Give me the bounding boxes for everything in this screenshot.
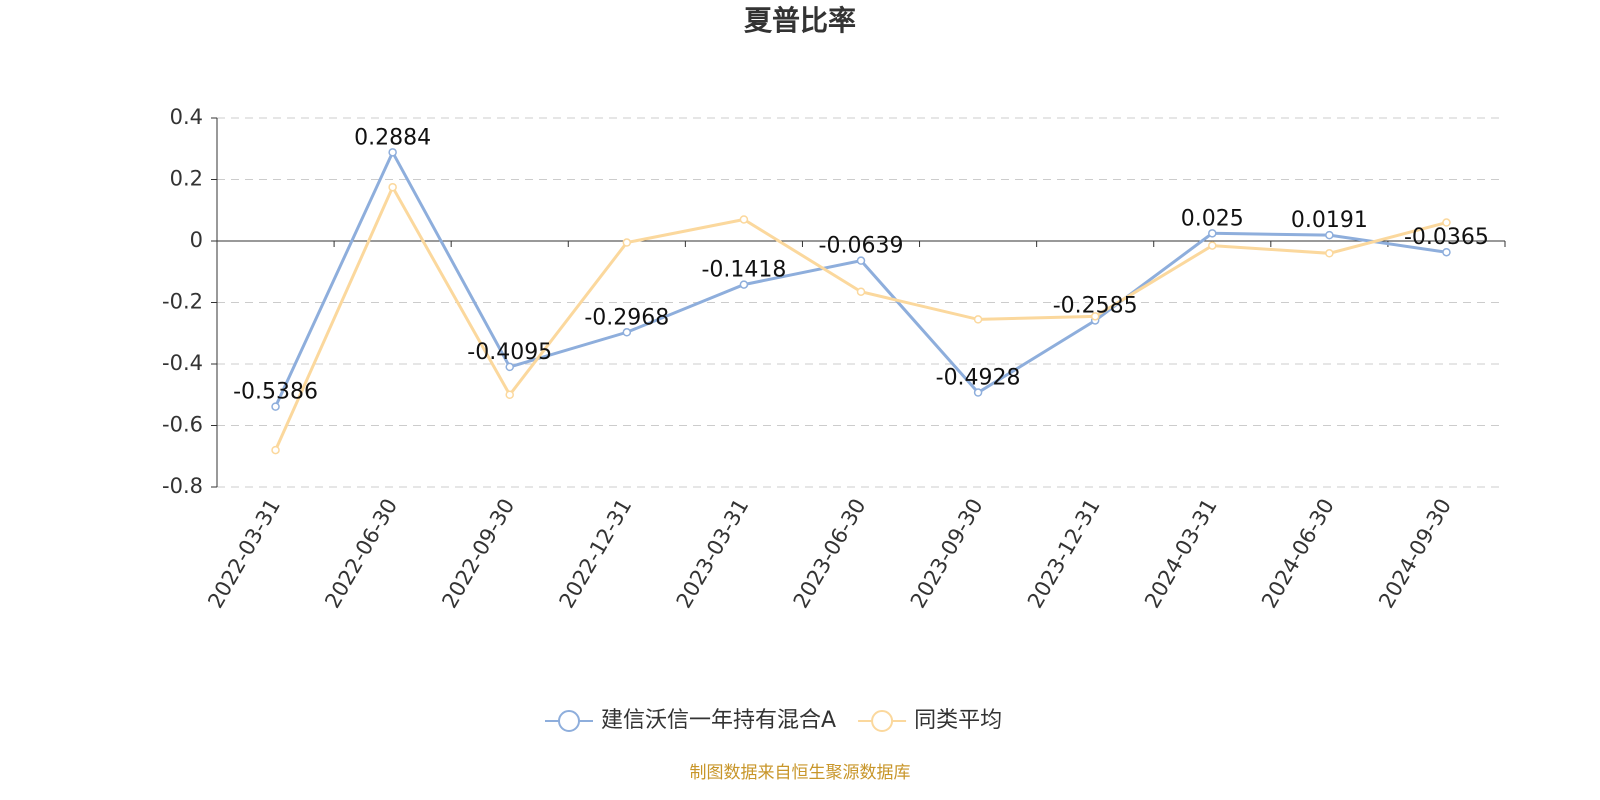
data-label: -0.4928 (936, 366, 1021, 391)
legend-label: 建信沃信一年持有混合A (601, 708, 836, 733)
y-tick-label: 0.2 (170, 167, 203, 191)
source-note: 制图数据来自恒生聚源数据库 (690, 763, 911, 783)
point (505, 390, 514, 399)
data-label: 0.2884 (354, 125, 431, 150)
y-tick-label: -0.2 (162, 290, 203, 314)
data-label: -0.4095 (467, 340, 552, 365)
y-tick-label: 0.4 (170, 105, 203, 129)
x-tick-label: 2023-06-30 (789, 495, 871, 613)
point (1208, 229, 1217, 238)
data-label: -0.0365 (1404, 225, 1489, 250)
series-line (274, 148, 1447, 408)
point (973, 315, 983, 324)
point (856, 256, 866, 265)
point (739, 280, 749, 289)
y-tick-label: -0.6 (162, 413, 203, 437)
data-label: -0.0639 (819, 234, 904, 259)
x-tick-label: 2024-03-31 (1140, 495, 1222, 613)
legend-marker (558, 710, 580, 732)
data-label: 0.0191 (1291, 208, 1368, 233)
x-tick-label: 2022-03-31 (203, 495, 285, 613)
point (271, 402, 280, 411)
y-tick-label: -0.8 (162, 474, 203, 498)
series-line (274, 183, 1447, 451)
chart-title: 夏普比率 (744, 4, 856, 37)
y-tick-label: -0.4 (162, 351, 203, 375)
point (622, 238, 632, 247)
point (622, 328, 632, 337)
data-label: -0.2968 (584, 305, 669, 330)
point (1325, 230, 1334, 240)
x-tick-label: 2023-12-31 (1023, 495, 1105, 613)
data-label: -0.2585 (1053, 293, 1138, 318)
data-label: 0.025 (1181, 206, 1244, 231)
x-tick-label: 2022-12-31 (555, 495, 637, 613)
point (739, 215, 749, 224)
x-tick-label: 2024-09-30 (1374, 495, 1456, 613)
data-label: -0.5386 (233, 380, 318, 405)
legend-label: 同类平均 (914, 708, 1002, 733)
point (1442, 247, 1451, 257)
point (388, 182, 397, 192)
point (1208, 241, 1217, 250)
point (271, 445, 280, 455)
x-tick-label: 2022-06-30 (320, 495, 402, 613)
point (1442, 218, 1451, 227)
x-tick-label: 2023-09-30 (906, 494, 988, 612)
point (1090, 312, 1100, 321)
x-tick-label: 2023-03-31 (672, 495, 754, 613)
data-label: -0.1418 (701, 258, 786, 283)
x-tick-label: 2024-06-30 (1257, 495, 1339, 613)
point (505, 362, 514, 372)
y-tick-label: 0 (190, 228, 203, 252)
point (856, 287, 866, 296)
point (973, 388, 983, 397)
point (388, 148, 397, 157)
legend-marker (871, 710, 894, 732)
point (1325, 249, 1334, 258)
x-tick-label: 2022-09-30 (437, 495, 519, 613)
